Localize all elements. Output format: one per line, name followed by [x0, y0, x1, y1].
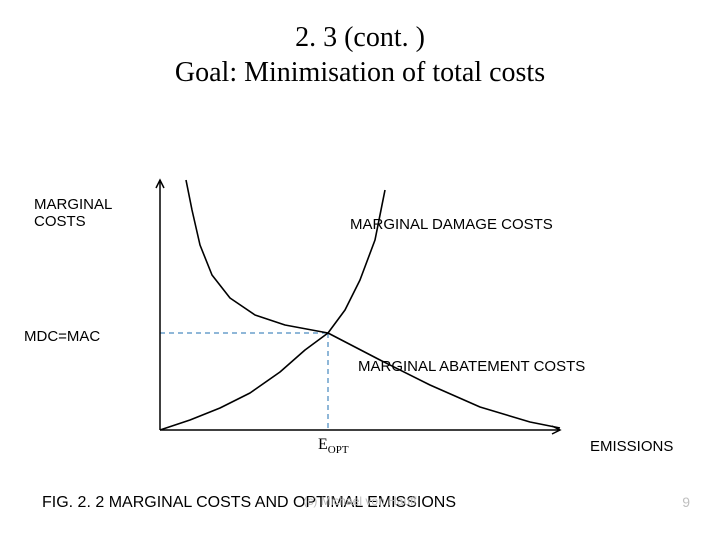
label-emissions: EMISSIONS	[590, 438, 673, 455]
slide: 2. 3 (cont. ) Goal: Minimisation of tota…	[0, 0, 720, 540]
slide-title: 2. 3 (cont. ) Goal: Minimisation of tota…	[0, 20, 720, 90]
eopt-main: E	[318, 436, 328, 453]
eopt-sub: OPT	[328, 444, 349, 456]
label-equilibrium: MDC=MAC	[24, 328, 100, 345]
title-line-1: 2. 3 (cont. )	[0, 20, 720, 55]
footer-author: (c) Michael von Hauff	[0, 494, 720, 508]
label-marginal-costs: MARGINAL COSTS	[34, 196, 139, 231]
title-line-2: Goal: Minimisation of total costs	[0, 55, 720, 90]
chart	[150, 170, 570, 450]
page-number: 9	[682, 494, 690, 510]
label-e-opt: EOPT	[318, 436, 349, 456]
